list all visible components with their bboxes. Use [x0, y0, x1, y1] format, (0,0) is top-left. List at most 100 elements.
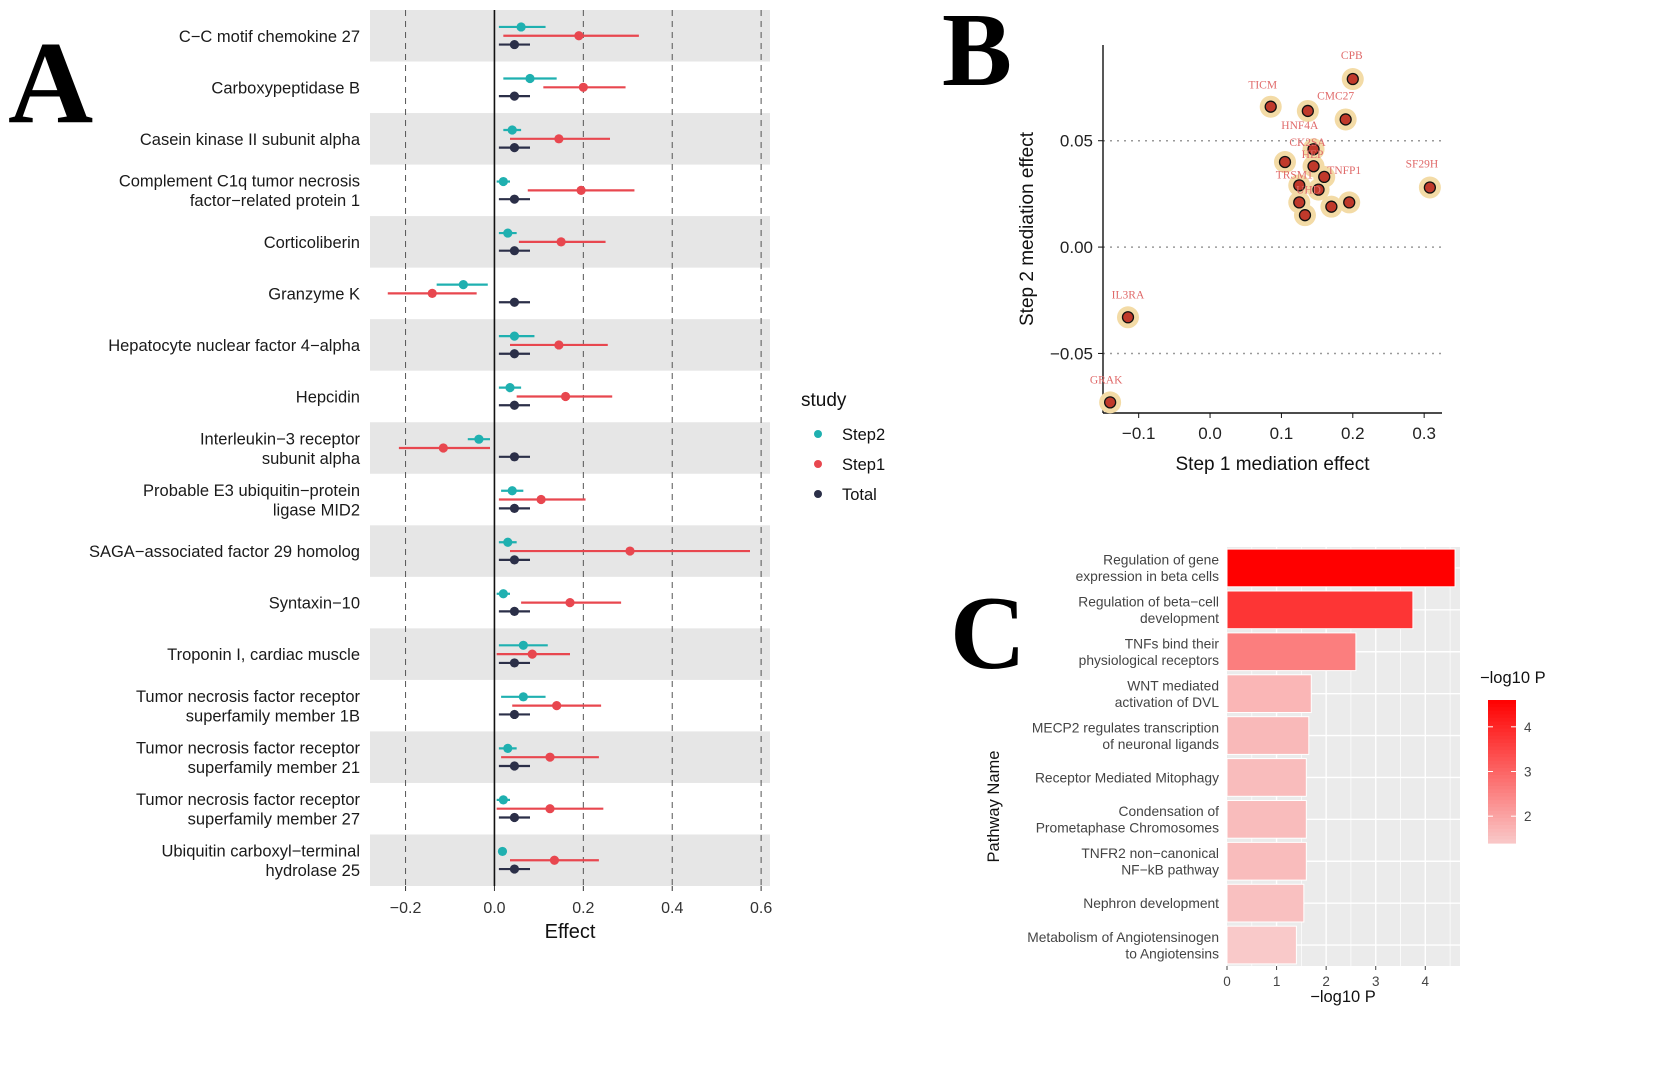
x-tick-label: −0.1 [1122, 424, 1156, 443]
scatter-point [1103, 396, 1117, 409]
step1-point [560, 391, 571, 402]
x-tick-label: 1 [1273, 974, 1281, 989]
y-tick-label: −0.05 [1050, 344, 1093, 363]
legend-label: Step1 [842, 456, 885, 474]
panel-letter-b: B [942, 0, 1012, 108]
row-label: Interleukin−3 receptor [200, 430, 361, 448]
colorbar-segment [1488, 832, 1516, 837]
step2-point [498, 589, 508, 599]
step2-point [505, 383, 515, 393]
row-label: C−C motif chemokine 27 [179, 28, 360, 46]
row-label: Probable E3 ubiquitin−protein [143, 482, 360, 500]
x-tick-label: 3 [1372, 974, 1380, 989]
step2-point [498, 176, 508, 187]
category-label: development [1140, 611, 1219, 626]
panel-letter-a: A [8, 17, 93, 148]
legend-label: Step2 [842, 426, 885, 444]
step1-point [527, 649, 537, 659]
total-point [509, 503, 520, 513]
total-point [509, 761, 520, 771]
pathway-bar [1226, 632, 1357, 672]
panel-letter-c: C [950, 574, 1026, 691]
point-label: TICM [1248, 80, 1277, 92]
step2-point [518, 692, 528, 702]
colorbar-segment [1488, 782, 1516, 787]
scatter-point [1293, 196, 1306, 209]
row-label: Tumor necrosis factor receptor [136, 791, 361, 809]
row-label: SAGA−associated factor 29 homolog [89, 543, 360, 561]
point-label: UHD [1296, 185, 1321, 197]
step2-point [518, 640, 528, 650]
scatter-point [1121, 311, 1135, 324]
point-label: HEP [1302, 149, 1324, 161]
step1-point [438, 443, 448, 453]
category-label: TNFs bind their [1125, 637, 1220, 652]
row-label: Complement C1q tumor necrosis [119, 173, 360, 191]
colorbar-segment [1488, 796, 1516, 801]
colorbar-tick-label: 4 [1524, 720, 1532, 735]
x-tick-label: 0.6 [750, 900, 772, 917]
colorbar-segment [1488, 839, 1516, 844]
point-label: TRSM1 [1276, 169, 1313, 181]
forest-plot-panel: C−C motif chemokine 27 Carboxypeptidase B… [89, 10, 885, 943]
x-tick-label: −0.2 [390, 900, 422, 917]
colorbar-segment [1488, 807, 1516, 812]
scatter-point [1278, 155, 1292, 169]
row-label: superfamily member 1B [186, 707, 360, 725]
step1-point [576, 185, 586, 195]
total-point [509, 864, 520, 874]
category-label: Receptor Mediated Mitophagy [1035, 770, 1219, 785]
colorbar-tick-label: 3 [1524, 765, 1532, 780]
pathway-bar [1226, 758, 1307, 797]
x-tick-label: 0 [1223, 974, 1231, 989]
colorbar-segment [1488, 750, 1516, 755]
colorbar-segment [1488, 817, 1516, 823]
colorbar-segment [1488, 800, 1516, 805]
row-label: Granzyme K [268, 285, 360, 303]
scatter-point [1318, 170, 1331, 184]
colorbar-segment [1488, 810, 1516, 815]
category-label: physiological receptors [1079, 653, 1219, 668]
colorbar-segment [1488, 735, 1516, 740]
row-label: Syntaxin−10 [269, 595, 360, 613]
colorbar-segment [1488, 792, 1516, 798]
legend-key [814, 490, 822, 498]
category-label: TNFR2 non−canonical [1081, 846, 1219, 861]
colorbar-segment [1488, 753, 1516, 758]
pathway-bar [1226, 590, 1414, 630]
category-label: Regulation of beta−cell [1078, 595, 1219, 610]
category-label: Nephron development [1083, 896, 1219, 911]
step1-point [545, 752, 555, 762]
scatter-point [1307, 143, 1320, 156]
x-tick-label: 2 [1322, 974, 1330, 989]
step2-point [503, 228, 513, 238]
step2-point [516, 22, 526, 32]
step1-point [536, 494, 546, 505]
point-label: SF29H [1406, 159, 1439, 171]
colorbar-segment [1488, 785, 1516, 790]
scatter-point [1301, 104, 1314, 118]
pathway-bar [1226, 799, 1307, 839]
x-axis-title: Step 1 mediation effect [1176, 454, 1371, 475]
step1-point [554, 134, 564, 144]
step2-point [498, 795, 508, 805]
pathway-bar [1226, 674, 1312, 714]
step1-point [427, 288, 437, 299]
colorbar-segment [1488, 757, 1516, 762]
step1-point [578, 82, 588, 92]
row-label: Casein kinase II subunit alpha [140, 131, 361, 149]
pathway-bar [1226, 883, 1305, 923]
row-label: superfamily member 27 [188, 810, 360, 828]
pathway-bar [1226, 841, 1307, 881]
colorbar-segment [1488, 814, 1516, 819]
y-tick-label: 0.00 [1060, 238, 1093, 257]
category-label: Condensation of [1119, 804, 1220, 819]
row-label: subunit alpha [262, 450, 361, 468]
colorbar-segment [1488, 732, 1516, 737]
row-label: hydrolase 25 [266, 862, 360, 880]
colorbar-segment [1488, 760, 1516, 765]
y-tick-label: 0.05 [1060, 132, 1093, 151]
total-point [509, 555, 520, 565]
colorbar-segment [1488, 835, 1516, 841]
